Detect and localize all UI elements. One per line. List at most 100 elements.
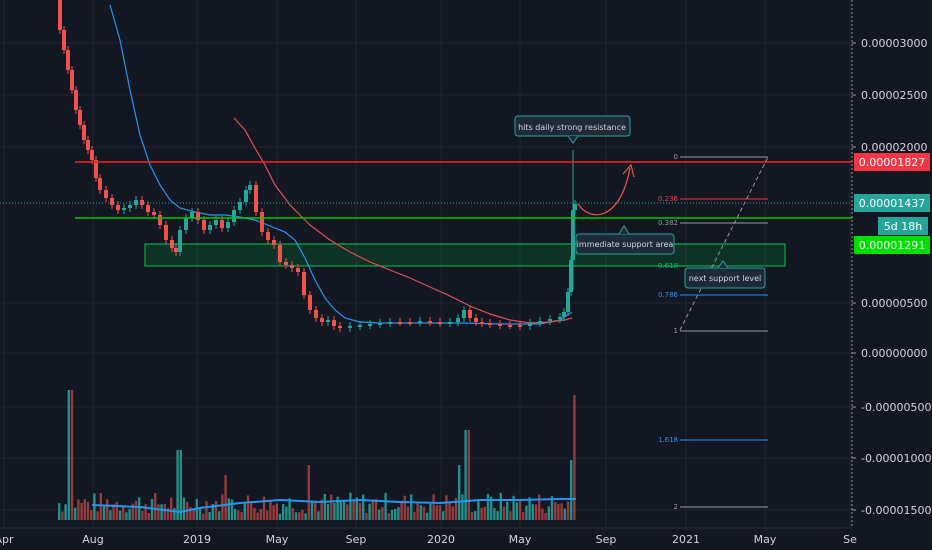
volume-bar <box>365 512 368 520</box>
candle-body <box>388 322 392 324</box>
fib-level-label: 2 <box>674 503 678 511</box>
volume-bar <box>397 507 400 520</box>
volume-bar <box>173 508 176 520</box>
volume-bar <box>470 512 474 520</box>
candle-body <box>569 260 573 292</box>
volume-moving-average <box>91 498 576 514</box>
volume-bar <box>320 499 323 520</box>
volume-bar <box>182 497 186 520</box>
candle-body <box>480 322 484 324</box>
volume-bar <box>432 494 435 520</box>
candle-body <box>232 210 236 222</box>
volume-bar <box>342 500 346 520</box>
candle-body <box>184 218 188 230</box>
price-tag <box>854 236 930 254</box>
volume-bar <box>528 497 531 520</box>
candle-body <box>398 322 402 324</box>
price-axis-panel <box>852 0 932 528</box>
volume-bar <box>189 506 192 520</box>
candle-body <box>244 190 248 202</box>
volume-bar <box>442 511 445 520</box>
time-tick-label: 2020 <box>427 533 455 546</box>
candle-body <box>174 248 178 252</box>
volume-bar <box>294 512 298 520</box>
candle-body <box>428 321 432 323</box>
callout-resistance-text: hits daily strong resistance <box>518 123 626 132</box>
fib-level-label: 0.382 <box>658 219 678 227</box>
volume-bar <box>422 506 426 520</box>
price-tag-label: 0.00001827 <box>859 156 925 169</box>
candle-body <box>220 220 224 228</box>
volume-bar <box>333 503 336 520</box>
candle-body <box>438 322 442 324</box>
time-tick-label: May <box>509 533 532 546</box>
candle-body <box>82 125 86 140</box>
volume-bar <box>448 502 451 520</box>
volume-bar <box>544 512 547 520</box>
volume-bar <box>227 498 230 520</box>
price-tag-label: 5d 18h <box>884 220 922 233</box>
volume-bar <box>218 511 221 520</box>
volume-bar <box>77 499 80 520</box>
volume-bar <box>230 499 234 520</box>
price-tick-label: 0.00002500 <box>861 89 927 102</box>
volume-bar <box>138 497 141 520</box>
price-tick-label: -0.00000500 <box>861 401 931 414</box>
volume-bar <box>445 495 448 520</box>
volume-bar <box>83 499 86 520</box>
candle-body <box>58 0 62 30</box>
volume-bar <box>490 496 493 520</box>
candle-body <box>90 150 94 160</box>
volume-bar <box>240 512 243 520</box>
fib-level-label: 1 <box>674 327 678 335</box>
price-axis-ticks: 0.00003000 0.00002500 0.00002000 0.00000500… <box>852 37 931 517</box>
volume-bar <box>368 503 371 520</box>
fib-level-label: 0.786 <box>658 291 679 299</box>
callout-immediate-support-text: immediate support area <box>577 240 674 249</box>
volume-bar <box>134 500 138 520</box>
volume-bar <box>118 510 122 520</box>
volume-bar <box>339 502 342 520</box>
volume-bar <box>253 507 256 520</box>
volume-bar <box>211 503 214 520</box>
time-tick-label: Se <box>843 533 857 546</box>
volume-bar <box>326 503 330 520</box>
volume-bar <box>512 495 515 520</box>
time-tick-label: 2021 <box>672 533 700 546</box>
volume-bar <box>221 494 224 520</box>
volume-bar <box>208 512 211 520</box>
volume-bar <box>131 503 134 520</box>
time-tick-label: May <box>754 533 777 546</box>
volume-bar <box>541 508 544 520</box>
volume-bar <box>323 494 326 520</box>
volume-bar <box>461 494 464 520</box>
volume-bar <box>493 507 496 520</box>
fib-level-label: 0.236 <box>658 195 679 203</box>
volume-bar <box>563 508 566 520</box>
candle-body <box>110 198 114 205</box>
support-zone-box <box>144 243 786 267</box>
fib-level-label: 1.618 <box>658 436 678 444</box>
candle-body <box>260 212 264 232</box>
volume-bar <box>467 430 470 520</box>
volume-bar <box>410 494 413 520</box>
volume-bar <box>86 501 90 520</box>
volume-bar <box>566 501 570 520</box>
candle-body <box>214 220 218 225</box>
price-tags: 0.00001827 0.00001437 5d 18h 0.00001291 <box>854 153 930 254</box>
volume-bar <box>515 502 518 520</box>
volume-bar <box>400 500 403 520</box>
time-tick-label: Aug <box>82 533 103 546</box>
volume-bar <box>480 507 483 520</box>
volume-bar <box>346 504 349 520</box>
candle-body <box>70 70 74 90</box>
candle-body <box>152 212 156 215</box>
volume-bar <box>106 499 109 520</box>
price-tag-label: 0.00001437 <box>859 197 925 210</box>
volume-bar <box>262 496 266 520</box>
volume-bar <box>435 505 438 520</box>
volume-bar <box>246 495 250 520</box>
volume-bar <box>224 475 227 520</box>
candle-body <box>62 30 66 50</box>
